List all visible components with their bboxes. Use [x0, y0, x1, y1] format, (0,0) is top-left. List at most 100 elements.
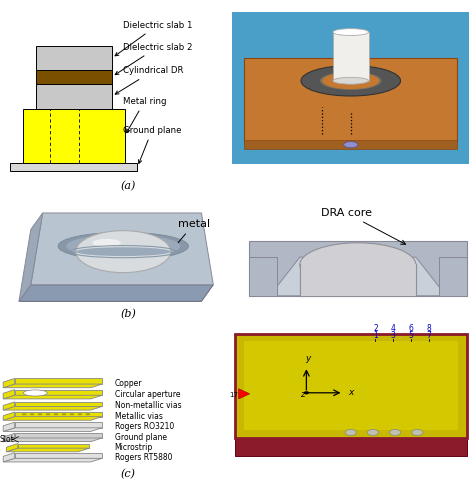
Ellipse shape	[320, 72, 382, 90]
Bar	[439, 257, 467, 296]
Bar	[23, 109, 125, 163]
Polygon shape	[3, 384, 102, 388]
Polygon shape	[15, 390, 102, 395]
Polygon shape	[19, 213, 43, 301]
Text: (b): (b)	[120, 309, 136, 319]
Text: DRA core: DRA core	[321, 208, 406, 245]
Text: Ground plane: Ground plane	[115, 433, 166, 442]
Text: Microstrip: Microstrip	[115, 443, 153, 452]
Text: 5: 5	[409, 331, 413, 340]
Text: metal: metal	[173, 219, 210, 248]
Ellipse shape	[86, 414, 90, 415]
Bar	[36, 70, 112, 83]
Bar	[244, 140, 457, 149]
Polygon shape	[3, 453, 15, 462]
Text: 8: 8	[426, 324, 431, 333]
Ellipse shape	[412, 430, 423, 436]
Ellipse shape	[301, 65, 401, 96]
Polygon shape	[3, 434, 15, 441]
Polygon shape	[15, 402, 102, 407]
Ellipse shape	[58, 232, 189, 260]
Ellipse shape	[76, 231, 171, 273]
Polygon shape	[3, 438, 102, 441]
Ellipse shape	[46, 414, 50, 415]
Bar	[36, 83, 112, 109]
Polygon shape	[19, 285, 213, 301]
Ellipse shape	[78, 414, 82, 415]
Polygon shape	[3, 390, 15, 399]
Text: z: z	[300, 390, 305, 399]
Polygon shape	[15, 422, 102, 428]
Polygon shape	[3, 428, 102, 432]
Text: Copper: Copper	[115, 379, 142, 387]
Polygon shape	[3, 416, 102, 420]
Bar	[244, 341, 458, 431]
Text: 1: 1	[373, 331, 378, 340]
Text: Circular aperture: Circular aperture	[115, 390, 180, 399]
Text: Metallic vias: Metallic vias	[115, 411, 163, 421]
Polygon shape	[3, 379, 15, 388]
Polygon shape	[6, 448, 90, 452]
Ellipse shape	[30, 414, 34, 415]
Text: Rogers RO3210: Rogers RO3210	[115, 422, 174, 431]
Text: Dielectric slab 2: Dielectric slab 2	[115, 43, 192, 75]
Text: (c): (c)	[120, 468, 136, 479]
Ellipse shape	[367, 430, 378, 436]
Polygon shape	[238, 389, 250, 399]
Bar	[235, 334, 466, 437]
Ellipse shape	[333, 28, 368, 35]
Polygon shape	[235, 437, 466, 456]
Bar	[249, 241, 467, 296]
Text: Non-metallic vias: Non-metallic vias	[115, 402, 181, 410]
Polygon shape	[15, 453, 102, 458]
Ellipse shape	[76, 247, 171, 256]
Polygon shape	[18, 443, 90, 448]
Ellipse shape	[54, 414, 58, 415]
Polygon shape	[3, 458, 102, 462]
Ellipse shape	[390, 430, 401, 436]
Bar	[36, 46, 112, 70]
Ellipse shape	[92, 239, 121, 246]
Text: Slot: Slot	[0, 435, 15, 444]
Polygon shape	[3, 402, 15, 410]
Ellipse shape	[62, 414, 66, 415]
Bar	[300, 264, 416, 296]
Polygon shape	[6, 443, 18, 452]
Polygon shape	[3, 407, 102, 410]
Bar	[300, 265, 416, 296]
Text: 3: 3	[391, 331, 396, 340]
Polygon shape	[15, 412, 102, 416]
Polygon shape	[3, 422, 15, 432]
Text: 2: 2	[373, 324, 378, 333]
Polygon shape	[3, 412, 15, 420]
Ellipse shape	[22, 414, 26, 415]
Bar	[10, 163, 137, 171]
Text: 6: 6	[409, 324, 413, 333]
Polygon shape	[3, 395, 102, 399]
Text: (a): (a)	[120, 180, 136, 191]
Ellipse shape	[304, 391, 309, 394]
Polygon shape	[15, 434, 102, 438]
Ellipse shape	[333, 78, 368, 84]
Text: Rogers RT5880: Rogers RT5880	[115, 453, 172, 462]
Text: Metal ring: Metal ring	[123, 97, 166, 133]
Text: y: y	[305, 355, 310, 363]
Polygon shape	[15, 379, 102, 384]
Ellipse shape	[38, 414, 42, 415]
Text: Cylindrical DR: Cylindrical DR	[115, 66, 183, 94]
Text: x: x	[348, 388, 354, 397]
Polygon shape	[270, 257, 446, 296]
Bar	[235, 334, 466, 437]
Polygon shape	[31, 213, 213, 285]
Ellipse shape	[300, 243, 416, 287]
Text: Dielectric slab 1: Dielectric slab 1	[115, 21, 192, 56]
Ellipse shape	[322, 72, 379, 89]
Text: 4: 4	[391, 324, 396, 333]
Bar	[249, 257, 277, 296]
Text: 17: 17	[229, 392, 238, 398]
Ellipse shape	[70, 414, 74, 415]
Ellipse shape	[66, 235, 180, 258]
Ellipse shape	[344, 141, 358, 148]
Text: Ground plane: Ground plane	[123, 126, 182, 164]
Text: 7: 7	[426, 331, 431, 340]
